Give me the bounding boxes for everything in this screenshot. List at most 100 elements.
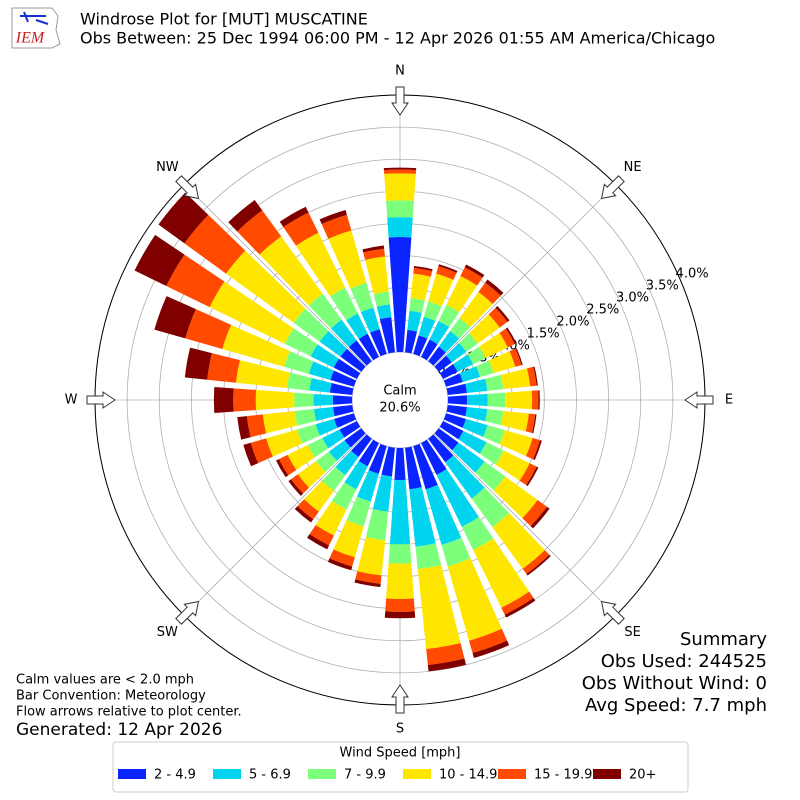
wind-bar-segment <box>405 446 422 490</box>
wind-bar-segment <box>531 390 539 410</box>
wind-bar-segment <box>315 501 347 536</box>
wind-bar-segment <box>333 520 364 558</box>
wind-bar-segment <box>538 390 540 410</box>
plot-area: 0.0%0.5%1.0%1.5%2.0%2.5%3.0%3.5%4.0%NNEE… <box>65 64 734 737</box>
wind-bar-segment <box>515 348 523 366</box>
wind-bar-segment <box>421 339 438 361</box>
wind-bar-segment <box>222 324 290 367</box>
wind-bar-segment <box>348 340 372 366</box>
wind-bar-segment <box>331 482 357 510</box>
wind-bar-segment <box>450 318 471 339</box>
arrow <box>391 86 409 116</box>
wind-bar-segment <box>441 537 471 567</box>
wind-bar-segment <box>246 414 267 438</box>
wind-bar-segment <box>365 508 389 541</box>
wind-bar-segment <box>409 297 425 313</box>
wind-bar-segment <box>499 328 515 348</box>
wind-bar-segment <box>505 327 517 345</box>
compass-arrow <box>600 600 625 625</box>
wind-bar-segment <box>384 611 416 619</box>
wind-bar-segment <box>365 256 389 295</box>
compass-label: NE <box>624 160 642 175</box>
wind-bar-segment <box>226 250 306 323</box>
arrow <box>684 391 714 409</box>
wind-bar-segment <box>308 293 342 329</box>
wind-bar-segment <box>344 461 368 490</box>
legend-swatch <box>308 769 336 779</box>
wind-bar-segment <box>308 361 334 381</box>
wind-bar-segment <box>279 206 309 228</box>
wind-bar-segment <box>525 413 536 433</box>
summary-line: Obs Used: 244525 <box>601 651 767 672</box>
compass-arrow <box>600 175 625 200</box>
wind-bar-segment <box>522 499 547 527</box>
wind-bar-segment <box>235 360 290 389</box>
wind-bar-segment <box>333 405 354 417</box>
wind-bar-segment <box>370 329 387 357</box>
wind-bar-segment <box>329 382 354 395</box>
legend-swatch <box>213 769 241 779</box>
wind-bar-segment <box>329 549 355 567</box>
wind-bar-segment <box>322 429 345 449</box>
wind-bar-segment <box>493 476 538 519</box>
wind-bar-segment <box>443 373 463 387</box>
wind-bar-segment <box>421 439 447 475</box>
wind-bar-segment <box>492 513 545 569</box>
wind-bar-segment <box>154 296 196 339</box>
compass-label: E <box>725 393 733 408</box>
wind-bar-segment <box>487 392 506 408</box>
wind-bar-segment <box>362 245 385 253</box>
wind-bar-segment <box>485 409 504 426</box>
wind-bar-segment <box>452 442 485 473</box>
wind-bar-segment <box>500 368 531 390</box>
wind-bar-segment <box>519 463 537 486</box>
wind-bar-segment <box>386 563 414 599</box>
wind-bar-segment <box>294 392 314 408</box>
calm-value: 20.6% <box>379 401 420 416</box>
wind-bar-segment <box>446 343 467 363</box>
wind-bar-segment <box>462 418 488 438</box>
logo-outline <box>11 7 61 49</box>
wind-bar-segment <box>459 366 481 382</box>
wind-bar-segment <box>526 438 541 460</box>
wind-bar-segment <box>426 642 465 665</box>
wind-bar-segment <box>504 390 533 410</box>
compass-label: S <box>396 722 404 737</box>
wind-bar-segment <box>526 554 551 576</box>
r-tick-label: 4.0% <box>676 266 709 281</box>
wind-bar-segment <box>207 353 240 383</box>
wind-bar-segment <box>383 169 417 174</box>
compass-label: SE <box>624 625 640 640</box>
wind-bar-segment <box>237 210 282 255</box>
wind-bar-segment <box>504 597 536 618</box>
wind-bar-segment <box>350 282 374 313</box>
wind-bar-segment <box>438 304 460 328</box>
wind-bar-segment <box>443 413 466 428</box>
wind-bar-segment <box>297 499 319 520</box>
wind-bar-segment <box>309 525 334 546</box>
generated: Generated: 12 Apr 2026 <box>16 720 222 740</box>
wind-bar-segment <box>405 329 418 354</box>
wind-bar-segment <box>330 319 357 347</box>
wind-bar-segment <box>388 236 412 353</box>
legend-label: 15 - 19.9 <box>534 768 592 783</box>
wind-bar-segment <box>436 469 479 527</box>
arrow <box>600 600 625 625</box>
wind-bar-segment <box>368 443 387 474</box>
wind-bar-segment <box>266 429 303 457</box>
wind-bar-segment <box>489 351 516 374</box>
wind-bar-segment <box>213 387 234 413</box>
wind-bar-segment <box>290 474 310 494</box>
r-tick-label: 1.5% <box>527 327 560 342</box>
compass-arrow <box>175 600 200 625</box>
wind-bar-segment <box>467 393 488 407</box>
wind-bar-segment <box>461 517 494 550</box>
wind-bar-segment <box>243 442 259 467</box>
wind-bar-segment <box>501 591 534 615</box>
wind-bar-segment <box>446 383 467 395</box>
wind-bar-segment <box>464 264 485 278</box>
summary-line: Avg Speed: 7.7 mph <box>585 695 767 716</box>
wind-bar-segment <box>388 544 412 564</box>
arrow <box>391 684 409 714</box>
r-tick-label: 2.5% <box>586 303 619 318</box>
